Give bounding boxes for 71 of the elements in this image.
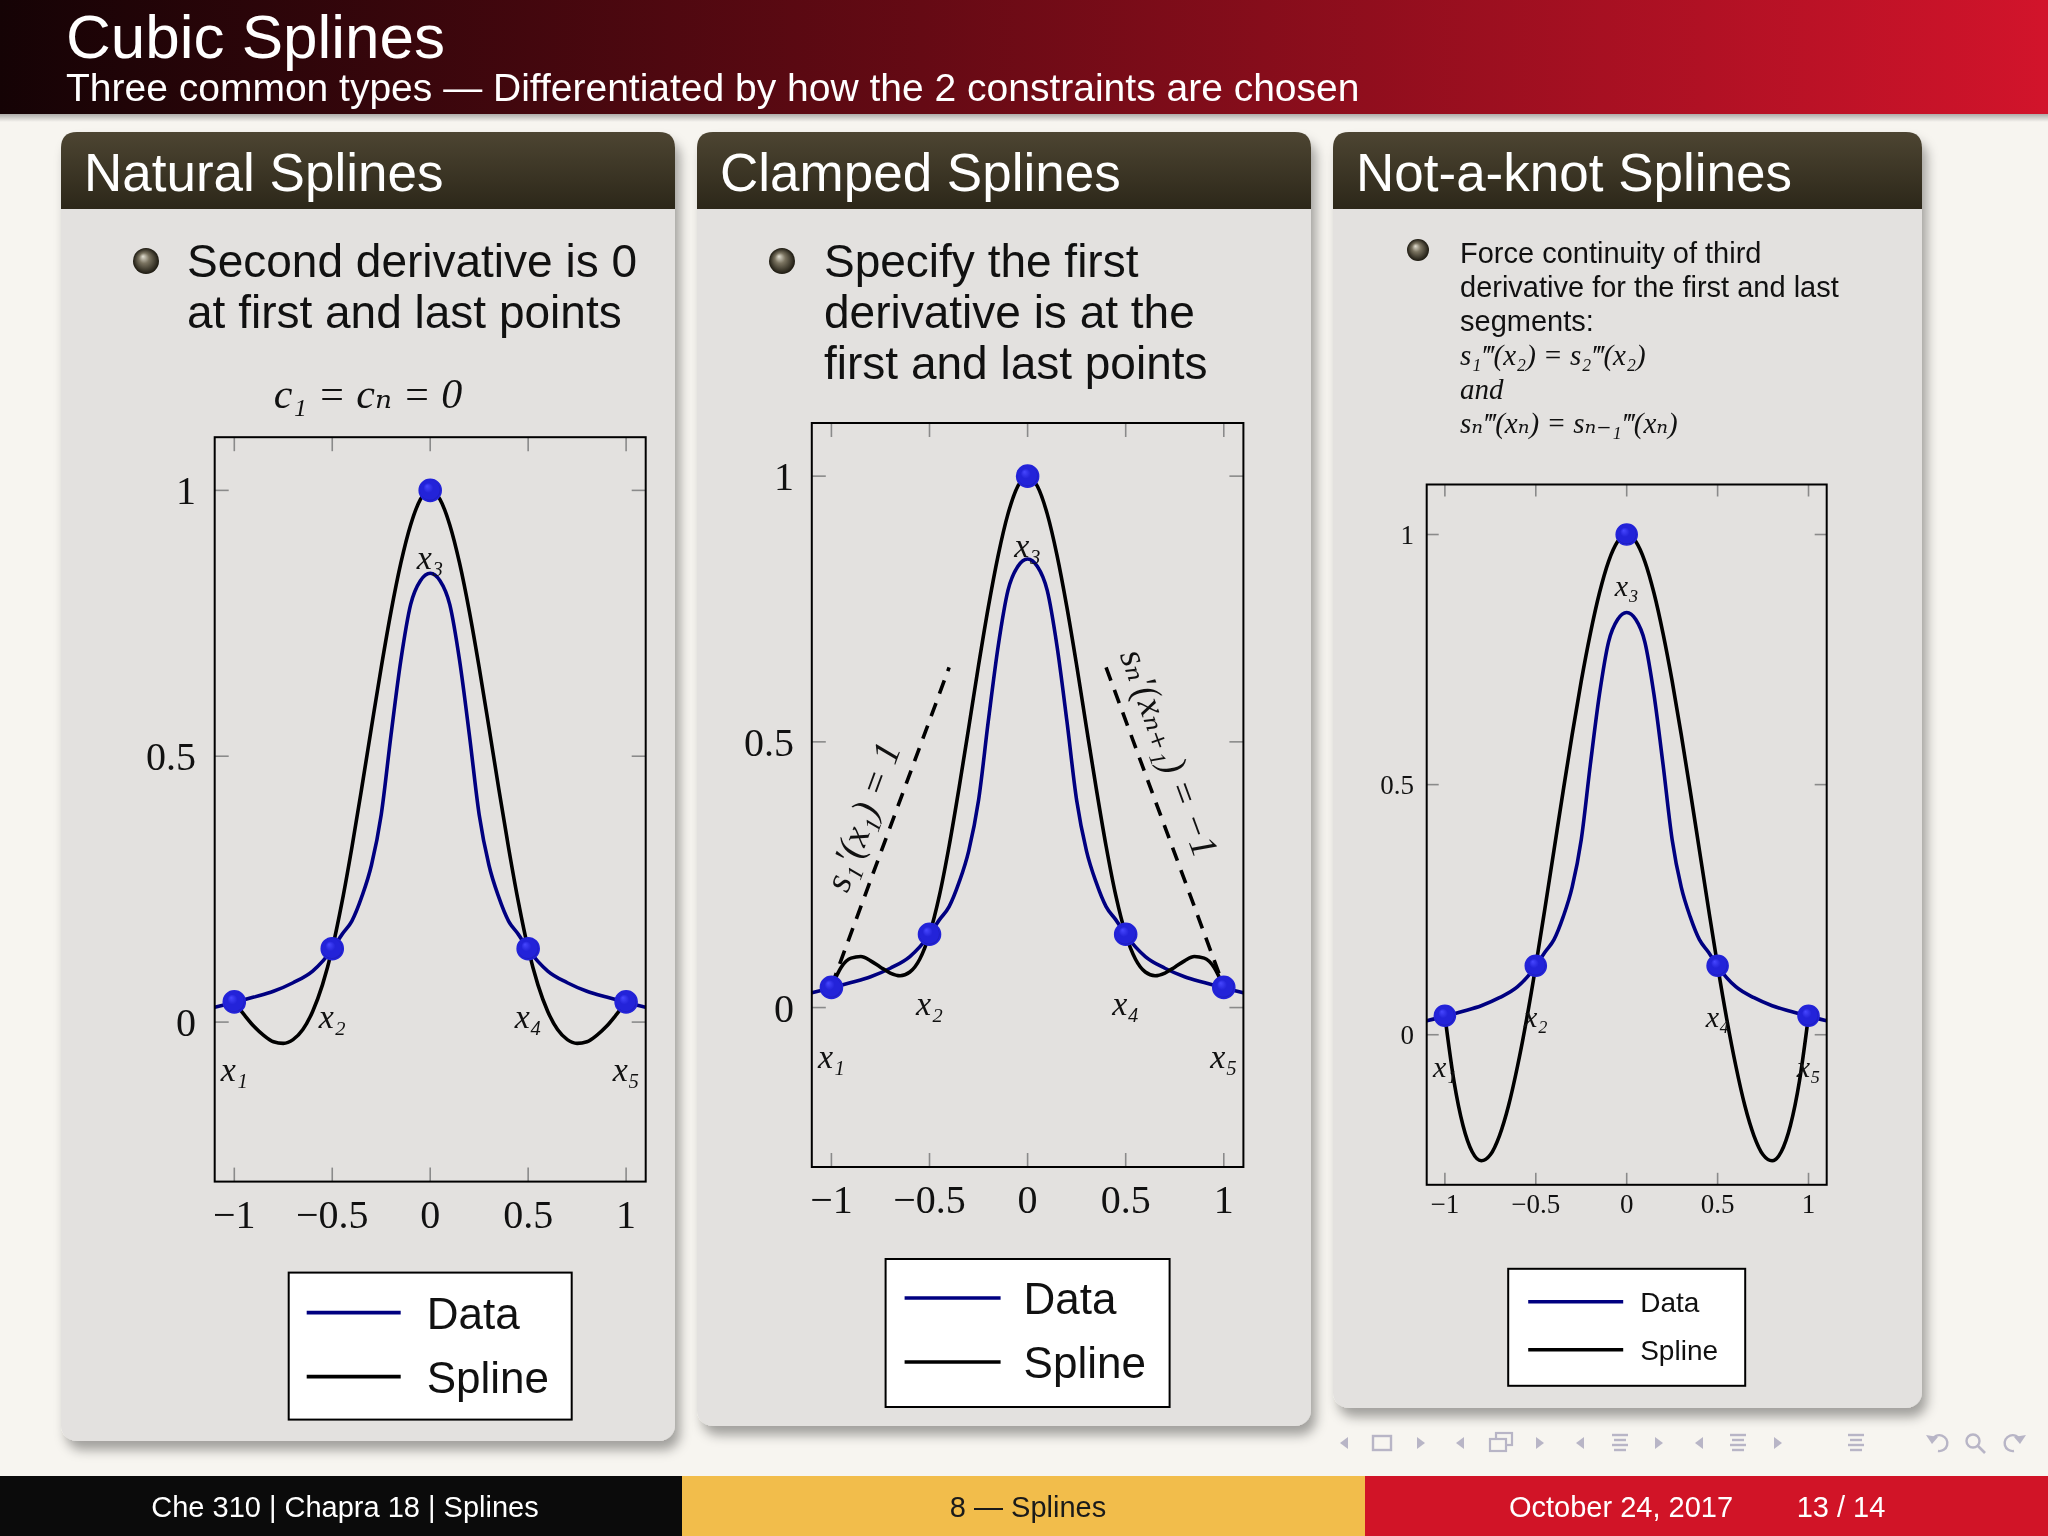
- x-tick-label: 0.5: [1100, 1176, 1151, 1222]
- annotation: x₃: [1613, 568, 1639, 602]
- x-tick-label: 1: [1801, 1189, 1816, 1219]
- x-tick-label: 1: [1213, 1176, 1234, 1222]
- point: [1211, 975, 1236, 1000]
- x-tick-label: 0: [420, 1191, 441, 1237]
- y-tick-label: 1: [1400, 519, 1414, 550]
- text: October 24, 2017: [1508, 1491, 1734, 1523]
- x-tick-label: −1: [1430, 1189, 1460, 1219]
- chart-title: Not-a-knot Splines: [1356, 143, 1792, 202]
- annotation: s₁′(x₁) = 1: [815, 736, 910, 897]
- x-tick-label: −1: [213, 1191, 256, 1237]
- chart-subtitle: Specify the first derivative is at the first and last points: [824, 235, 1208, 389]
- y-tick-label: 0.5: [146, 733, 196, 779]
- text: c₁ = cₙ = 0: [273, 371, 463, 417]
- x-tick-label: 0.5: [503, 1191, 554, 1237]
- text: and: [1460, 373, 1504, 405]
- chart-subtitle: Force continuity of third derivative for the first and last segments:: [1460, 237, 1839, 337]
- point: [418, 478, 442, 503]
- y-tick-label: 1: [176, 467, 196, 513]
- point: [614, 990, 638, 1014]
- text: 13 / 14: [1796, 1491, 1886, 1523]
- text: Che 310 | Chapra 18 | Splines: [151, 1491, 539, 1523]
- annotation: x₅: [611, 1050, 640, 1088]
- x-tick-label: −0.5: [295, 1191, 369, 1237]
- x-tick-label: 0.5: [1700, 1189, 1735, 1219]
- chart-title: Clamped Splines: [720, 143, 1121, 202]
- legend-label: Data: [1640, 1286, 1700, 1318]
- y-tick-label: 0: [176, 999, 196, 1045]
- point: [917, 922, 942, 947]
- annotation: x₂: [317, 997, 346, 1035]
- y-tick-label: 0: [1400, 1019, 1414, 1050]
- y-tick-label: 0.5: [1380, 769, 1414, 800]
- point: [1524, 954, 1548, 977]
- point: [819, 975, 844, 1000]
- point: [516, 936, 540, 961]
- annotation: x₃: [415, 538, 444, 576]
- legend-label: Spline: [1640, 1334, 1719, 1366]
- y-tick-label: 1: [774, 453, 794, 499]
- x-tick-label: −0.5: [893, 1176, 966, 1222]
- legend-label: Spline: [426, 1352, 550, 1402]
- annotation: x₄: [1111, 984, 1140, 1022]
- point: [320, 936, 345, 961]
- text: 8 — Splines: [949, 1491, 1107, 1523]
- annotation: x₃: [1013, 526, 1042, 564]
- x-tick-label: −1: [810, 1176, 853, 1222]
- y-tick-label: 0.5: [744, 719, 794, 765]
- legend-label: Spline: [1023, 1337, 1146, 1387]
- chart-subtitle: Second derivative is 0 at first and last points: [187, 235, 638, 338]
- text: s₁‴(x₂) = s₂‴(x₂): [1460, 339, 1646, 372]
- x-tick-label: 1: [616, 1191, 637, 1237]
- legend-label: Data: [1023, 1273, 1118, 1323]
- x-tick-label: 0: [1619, 1189, 1634, 1219]
- point: [1797, 1004, 1820, 1028]
- annotation: x₂: [915, 984, 943, 1022]
- point: [1615, 523, 1638, 546]
- text: sₙ‴(xₙ) = sₙ₋₁‴(xₙ): [1460, 407, 1678, 440]
- point: [1706, 954, 1729, 977]
- y-tick-label: 0: [774, 985, 794, 1031]
- point: [222, 990, 247, 1014]
- annotation: x₅: [1209, 1037, 1238, 1075]
- x-tick-label: 0: [1017, 1176, 1038, 1222]
- point: [1433, 1004, 1457, 1028]
- point: [1015, 464, 1040, 488]
- x-tick-label: −0.5: [1511, 1189, 1561, 1219]
- point: [1113, 922, 1138, 947]
- annotation: x₄: [513, 997, 542, 1035]
- annotation: x₁: [219, 1050, 248, 1088]
- annotation: x₁: [816, 1037, 845, 1075]
- chart-title: Natural Splines: [84, 143, 444, 202]
- legend-label: Data: [426, 1288, 521, 1338]
